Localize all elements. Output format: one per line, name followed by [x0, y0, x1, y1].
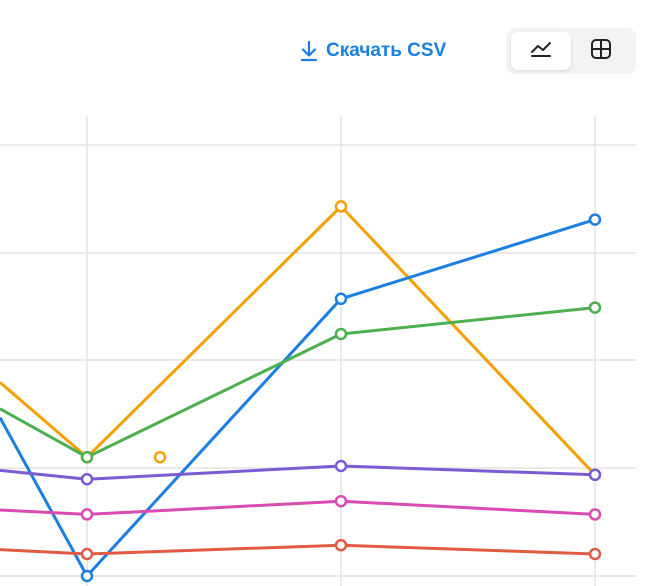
- chart-series: [0, 213, 602, 583]
- download-csv-button[interactable]: Скачать CSV: [300, 37, 446, 65]
- chart-series: [0, 494, 602, 521]
- series-line: [0, 499, 596, 516]
- series-line: [0, 464, 596, 481]
- line-chart-icon: [530, 40, 552, 63]
- data-point[interactable]: [334, 327, 348, 341]
- data-point[interactable]: [588, 547, 602, 561]
- chart-grid: [0, 116, 636, 586]
- series-line: [0, 204, 597, 476]
- data-point[interactable]: [80, 508, 94, 521]
- chart-series-group: [0, 200, 602, 583]
- series-line: [0, 306, 596, 459]
- download-icon: [300, 40, 318, 62]
- download-csv-label: Скачать CSV: [326, 40, 447, 61]
- hover-marker: [153, 450, 167, 464]
- data-point[interactable]: [334, 292, 348, 306]
- data-point[interactable]: [588, 468, 602, 482]
- data-point[interactable]: [588, 301, 602, 314]
- data-point[interactable]: [588, 213, 602, 226]
- data-point[interactable]: [334, 538, 348, 552]
- table-view-button[interactable]: [571, 32, 631, 70]
- series-line: [0, 543, 596, 556]
- chart-series: [0, 538, 602, 561]
- series-line: [0, 218, 596, 578]
- data-point[interactable]: [80, 569, 94, 583]
- chart-series: [0, 301, 602, 464]
- data-point[interactable]: [334, 494, 348, 508]
- data-point[interactable]: [80, 472, 94, 486]
- chart-toolbar: Скачать CSV: [0, 28, 654, 74]
- data-point[interactable]: [80, 547, 94, 561]
- data-point[interactable]: [334, 200, 348, 213]
- table-icon: [590, 38, 612, 65]
- view-toggle: [506, 28, 636, 74]
- line-chart-view-button[interactable]: [511, 32, 571, 70]
- data-point[interactable]: [334, 459, 348, 473]
- chart-series: [0, 459, 602, 486]
- data-point[interactable]: [588, 508, 602, 521]
- data-point[interactable]: [80, 450, 94, 464]
- chart-series: [0, 200, 602, 482]
